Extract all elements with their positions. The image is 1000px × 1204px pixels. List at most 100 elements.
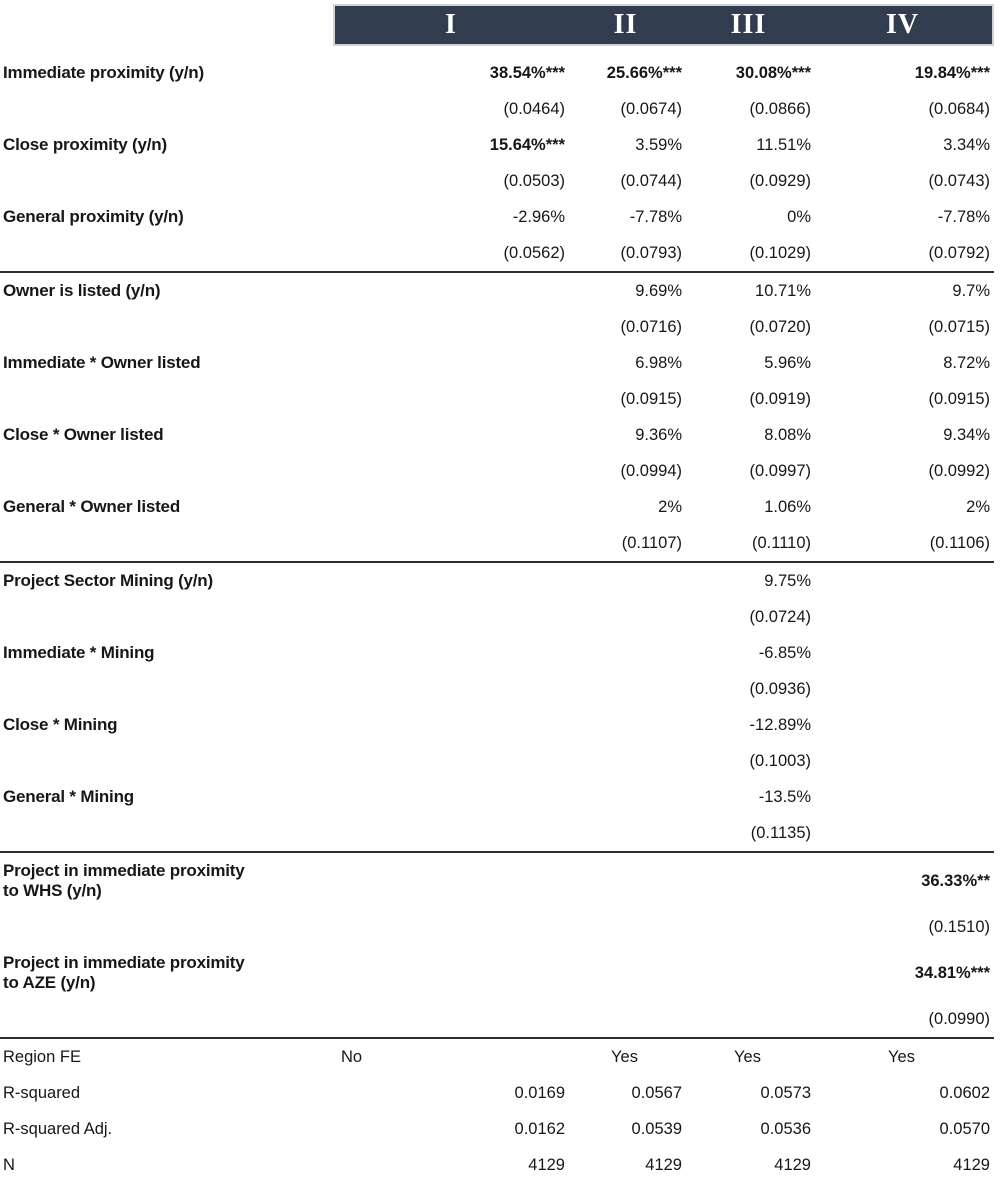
table-row: General * Owner listed 2% 1.06% 2%	[0, 489, 994, 525]
value-cell	[333, 635, 567, 671]
value-cell: 36.33%**	[813, 851, 994, 909]
row-label	[0, 309, 333, 345]
std-error-cell	[567, 909, 684, 945]
value-cell	[333, 779, 567, 815]
std-error-cell	[333, 309, 567, 345]
std-error-cell: (0.0997)	[749, 461, 811, 480]
value-cell: 4129	[953, 1155, 990, 1174]
std-error-cell: (0.0915)	[928, 389, 990, 408]
row-label: Close * Owner listed	[3, 425, 164, 445]
table-row: (0.0915) (0.0919) (0.0915)	[0, 381, 994, 417]
table-row: R-squared Adj. 0.0162 0.0539 0.0536 0.0570	[0, 1111, 994, 1147]
value-cell: 3.59%	[635, 135, 682, 154]
table-row: N 4129 4129 4129 4129	[0, 1147, 994, 1183]
std-error-cell: (0.1110)	[751, 533, 811, 552]
table-row: (0.0994) (0.0997) (0.0992)	[0, 453, 994, 489]
value-cell: 0.0539	[631, 1119, 682, 1138]
table-row: Project Sector Mining (y/n) 9.75%	[0, 561, 994, 599]
value-cell: 4129	[645, 1155, 682, 1174]
value-cell	[567, 945, 684, 1001]
column-header-model-1: I	[333, 4, 567, 46]
row-label	[0, 235, 333, 271]
value-cell	[333, 345, 567, 381]
row-label: R-squared Adj.	[3, 1119, 113, 1138]
table-row: Immediate * Mining -6.85%	[0, 635, 994, 671]
std-error-cell	[333, 453, 567, 489]
std-error-cell	[567, 815, 684, 851]
value-cell: Yes	[813, 1037, 994, 1075]
row-label: General * Mining	[3, 787, 134, 807]
row-label	[0, 163, 333, 199]
std-error-cell: (0.1107)	[621, 533, 682, 552]
table-row: (0.0724)	[0, 599, 994, 635]
row-label	[0, 453, 333, 489]
table-row: Immediate * Owner listed 6.98% 5.96% 8.72%	[0, 345, 994, 381]
value-cell	[684, 851, 813, 909]
table-row: Close proximity (y/n) 15.64%*** 3.59% 11.51…	[0, 127, 994, 163]
value-cell	[813, 635, 994, 671]
regression-results-page: I II III IV Immediate proximity (y/n) 38.…	[0, 4, 1000, 1204]
std-error-cell: (0.0744)	[620, 171, 682, 190]
std-error-cell	[333, 909, 567, 945]
std-error-cell	[333, 671, 567, 707]
row-label	[0, 599, 333, 635]
table-row: (0.0503) (0.0744) (0.0929) (0.0743)	[0, 163, 994, 199]
value-cell	[567, 779, 684, 815]
value-cell: -7.78%	[629, 207, 682, 226]
row-label	[0, 671, 333, 707]
value-cell	[333, 851, 567, 909]
std-error-cell: (0.0792)	[928, 243, 990, 262]
std-error-cell	[333, 815, 567, 851]
value-cell: 6.98%	[635, 353, 682, 372]
value-cell: 5.96%	[764, 353, 811, 372]
std-error-cell: (0.0562)	[503, 243, 565, 262]
std-error-cell: (0.0990)	[928, 1009, 990, 1028]
table-row: Close * Owner listed 9.36% 8.08% 9.34%	[0, 417, 994, 453]
value-cell	[567, 635, 684, 671]
row-label: Close proximity (y/n)	[3, 135, 167, 155]
value-cell: 0.0536	[760, 1119, 811, 1138]
table-row: (0.1135)	[0, 815, 994, 851]
std-error-cell: (0.0715)	[928, 317, 990, 336]
row-label: Immediate proximity (y/n)	[3, 63, 204, 83]
value-cell: -2.96%	[512, 207, 565, 226]
value-cell	[813, 707, 994, 743]
value-cell: -7.78%	[937, 207, 990, 226]
row-label	[0, 1001, 333, 1037]
std-error-cell	[813, 671, 994, 707]
std-error-cell: (0.0720)	[749, 317, 811, 336]
spacer-cell	[0, 46, 994, 55]
value-cell: 9.36%	[635, 425, 682, 444]
value-cell: 0.0162	[514, 1119, 565, 1138]
std-error-cell	[813, 743, 994, 779]
value-cell	[333, 271, 567, 309]
table-row: Close * Mining -12.89%	[0, 707, 994, 743]
std-error-cell: (0.1003)	[749, 751, 811, 770]
std-error-cell	[813, 599, 994, 635]
std-error-cell: (0.1029)	[749, 243, 811, 262]
std-error-cell	[567, 671, 684, 707]
value-cell: 8.08%	[764, 425, 811, 444]
value-cell	[333, 417, 567, 453]
row-label: Project Sector Mining (y/n)	[0, 561, 333, 599]
row-label: Project in immediate proximity to AZE (y…	[3, 953, 245, 992]
table-row: General * Mining -13.5%	[0, 779, 994, 815]
std-error-cell	[333, 743, 567, 779]
value-cell: 9.69%	[567, 271, 684, 309]
table-row: General proximity (y/n) -2.96% -7.78% 0% -7.…	[0, 199, 994, 235]
std-error-cell: (0.0684)	[928, 99, 990, 118]
std-error-cell: (0.0464)	[503, 99, 565, 118]
row-label	[0, 381, 333, 417]
row-label	[0, 909, 333, 945]
regression-results-table: I II III IV Immediate proximity (y/n) 38.…	[0, 4, 994, 1183]
table-row: R-squared 0.0169 0.0567 0.0573 0.0602	[0, 1075, 994, 1111]
std-error-cell: (0.0992)	[928, 461, 990, 480]
value-cell	[567, 707, 684, 743]
std-error-cell: (0.0793)	[620, 243, 682, 262]
value-cell: Yes	[567, 1037, 684, 1075]
value-cell: 4129	[774, 1155, 811, 1174]
value-cell: 2%	[966, 497, 990, 516]
std-error-cell	[684, 1001, 813, 1037]
table-row: (0.0464) (0.0674) (0.0866) (0.0684)	[0, 91, 994, 127]
column-header-model-3: III	[684, 4, 813, 46]
